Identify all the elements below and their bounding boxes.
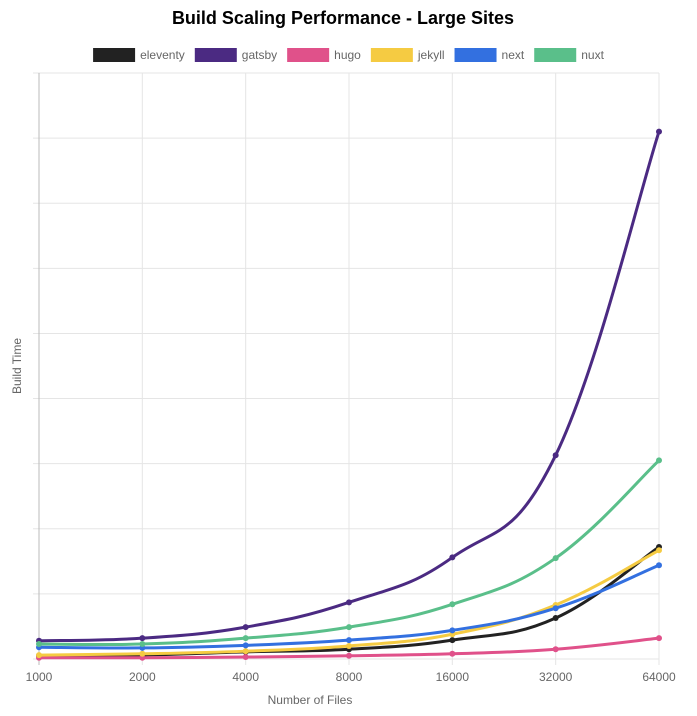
- x-tick-label: 2000: [129, 670, 156, 684]
- point: [242, 642, 249, 649]
- legend: eleventy gatsby hugo jekyll next nuxt: [93, 48, 605, 62]
- point: [36, 652, 42, 659]
- point: [656, 128, 662, 135]
- point: [552, 452, 559, 459]
- legend-swatch: [534, 48, 577, 62]
- point: [36, 641, 42, 648]
- point: [346, 599, 352, 606]
- legend-swatch: [287, 48, 330, 62]
- point: [449, 650, 456, 657]
- legend-label: hugo: [334, 48, 361, 62]
- x-tick-label: 32000: [539, 670, 573, 684]
- point: [139, 650, 146, 657]
- point: [656, 547, 662, 554]
- point: [449, 627, 456, 634]
- point: [552, 605, 559, 612]
- point: [139, 641, 146, 648]
- series-line: [38, 131, 661, 643]
- point: [656, 457, 662, 464]
- point: [346, 652, 352, 659]
- point: [346, 637, 352, 644]
- x-axis-label: Number of Files: [268, 693, 353, 707]
- point: [346, 624, 352, 631]
- point: [656, 635, 662, 642]
- chart-title: Build Scaling Performance - Large Sites: [172, 8, 514, 28]
- legend-swatch: [194, 48, 237, 62]
- legend-label: eleventy: [140, 48, 185, 62]
- legend-swatch: [93, 48, 136, 62]
- point: [656, 562, 662, 569]
- point: [449, 554, 456, 561]
- point: [242, 648, 249, 655]
- x-tick-label: 8000: [336, 670, 363, 684]
- legend-label: next: [502, 48, 525, 62]
- legend-swatch: [370, 48, 413, 62]
- x-tick-label: 16000: [436, 670, 470, 684]
- legend-swatch: [454, 48, 497, 62]
- legend-label: jekyll: [417, 48, 445, 62]
- point: [552, 646, 559, 653]
- legend-label: nuxt: [581, 48, 604, 62]
- point: [552, 555, 559, 562]
- point: [449, 601, 456, 608]
- point: [139, 635, 146, 642]
- point: [552, 614, 559, 621]
- x-tick-label: 1000: [26, 670, 53, 684]
- y-axis-label: Build Time: [10, 338, 24, 394]
- point: [242, 654, 249, 661]
- point: [242, 635, 249, 642]
- legend-label: gatsby: [242, 48, 277, 62]
- point: [346, 642, 352, 649]
- point: [449, 637, 456, 644]
- x-tick-label: 64000: [642, 670, 676, 684]
- point: [242, 624, 249, 631]
- x-tick-label: 4000: [232, 670, 259, 684]
